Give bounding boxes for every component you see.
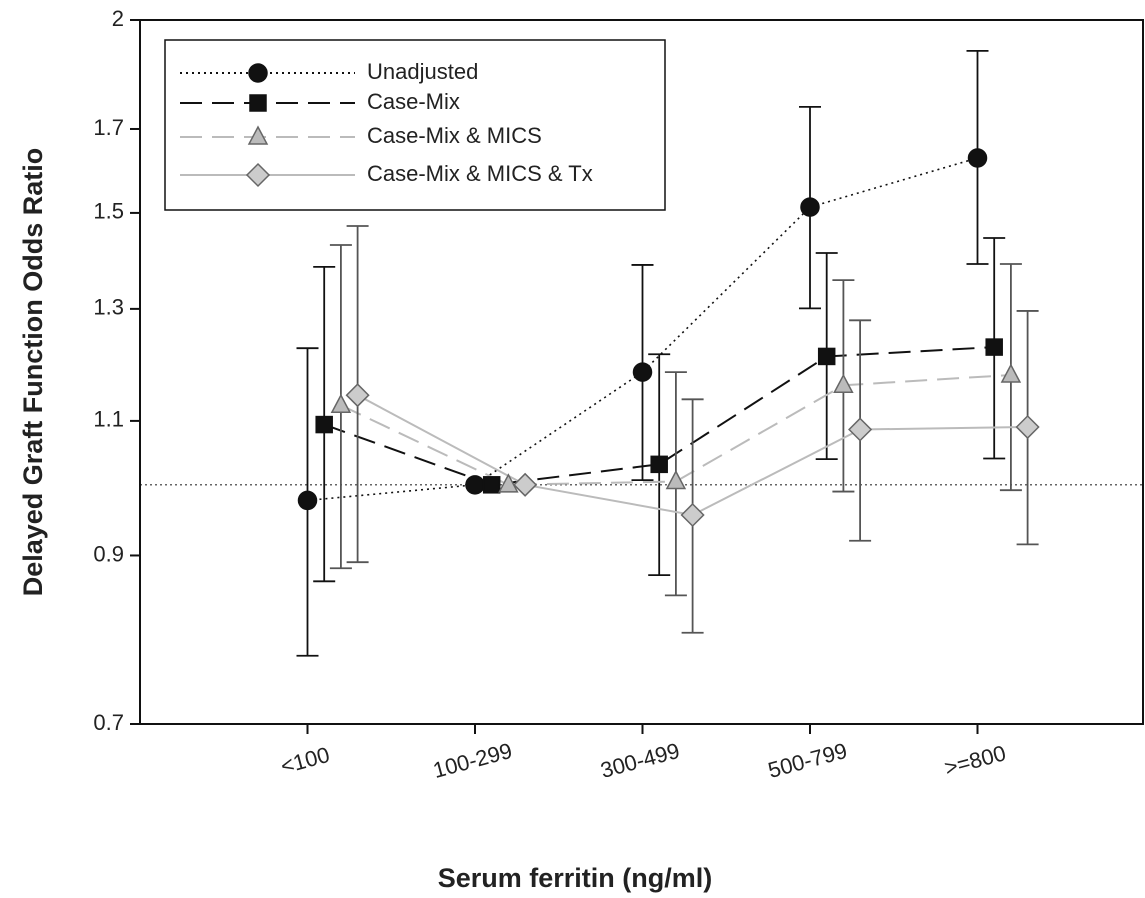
data-point (833, 373, 854, 394)
data-point (985, 338, 1003, 356)
data-point (680, 502, 705, 528)
data-point (967, 148, 988, 168)
data-point (848, 417, 873, 442)
y-tick-label: 1.3 (93, 295, 124, 320)
data-point (330, 393, 352, 413)
x-tick-label: 300-499 (598, 738, 682, 783)
y-tick-label: 2 (112, 6, 124, 31)
data-point (1000, 363, 1022, 383)
data-point (465, 475, 485, 495)
legend-marker (249, 94, 267, 112)
data-point (513, 472, 538, 497)
y-tick-label: 0.9 (93, 541, 124, 566)
y-tick-label: 1.1 (93, 407, 124, 432)
y-axis-title: Delayed Graft Function Odds Ratio (18, 148, 48, 597)
data-point (800, 197, 820, 217)
x-tick-label: 500-799 (765, 738, 849, 783)
y-tick-label: 0.7 (93, 710, 124, 735)
y-tick-label: 1.7 (93, 115, 124, 140)
legend-marker (245, 162, 271, 188)
legend-label: Case-Mix & MICS (367, 123, 542, 148)
legend-label: Unadjusted (367, 59, 478, 84)
data-point (345, 383, 370, 408)
x-tick-label: <100 (278, 742, 332, 779)
legend-marker (247, 125, 269, 145)
data-point (665, 469, 687, 490)
legend-box (164, 39, 666, 211)
legend-label: Case-Mix (367, 89, 460, 114)
data-point (1015, 414, 1040, 440)
plot-frame (139, 19, 1144, 725)
data-point (650, 455, 668, 474)
data-point (482, 476, 501, 494)
data-point (498, 473, 519, 493)
x-tick-label: >=800 (942, 740, 1009, 780)
legend-label: Case-Mix & MICS & Tx (367, 161, 593, 186)
data-point (315, 415, 333, 434)
data-point (817, 347, 836, 366)
x-tick-label: 100-299 (430, 738, 514, 783)
y-tick-label: 1.5 (93, 199, 124, 224)
data-point (632, 362, 653, 382)
data-point (297, 490, 318, 511)
x-axis-title: Serum ferritin (ng/ml) (438, 863, 713, 893)
legend-marker (248, 63, 268, 83)
